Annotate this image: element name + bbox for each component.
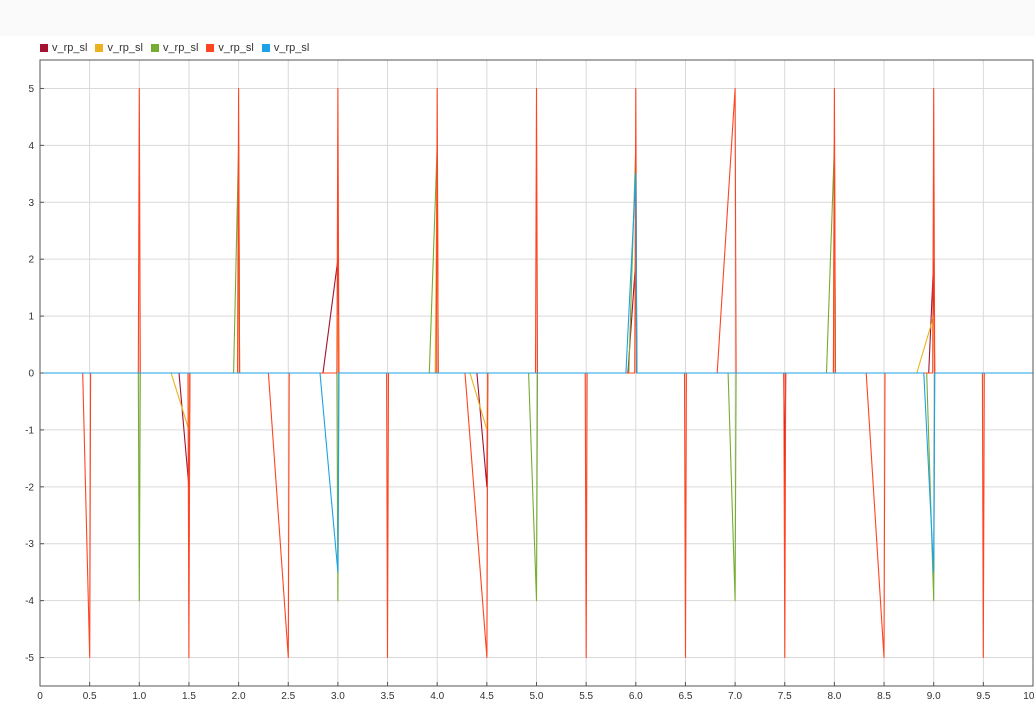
- x-tick-label: 2.5: [281, 691, 295, 702]
- x-tick-label: 8.5: [877, 691, 891, 702]
- toolbar-strip: [0, 0, 1035, 36]
- y-axis-ticks: 5 4 3 2 1 0 -1 -2 -3 -4 -5: [25, 84, 44, 664]
- legend-label: v_rp_sl: [273, 42, 310, 54]
- x-tick-label: 9.5: [976, 691, 990, 702]
- x-tick-label: 3.5: [381, 691, 395, 702]
- legend-item[interactable]: v_rp_sl: [95, 42, 143, 54]
- legend-swatch: [95, 44, 104, 52]
- y-tick-label: 1: [28, 312, 34, 323]
- y-tick-label: -3: [25, 539, 34, 550]
- legend-item[interactable]: v_rp_sl: [150, 42, 199, 54]
- x-tick-label: 6.0: [629, 691, 643, 702]
- y-tick-label: -1: [25, 425, 34, 436]
- x-tick-label: 4.0: [430, 691, 444, 702]
- y-tick-label: 0: [28, 369, 34, 380]
- x-tick-label: 1.5: [182, 691, 196, 702]
- legend-swatch: [206, 44, 215, 52]
- legend-item[interactable]: v_rp_sl: [206, 42, 254, 54]
- x-axis-ticks: 0 0.5 1.0 1.5 2.0 2.5 3.0 3.5 4.0 4.5 5.0 5.5 6.0 6.5…: [37, 682, 1035, 702]
- x-tick-label: 5.0: [530, 691, 544, 702]
- legend-label: v_rp_sl: [218, 42, 254, 54]
- legend-label: v_rp_sl: [107, 42, 143, 54]
- chart-legend: v_rp_sl v_rp_sl v_rp_sl v_rp_sl v_rp_sl: [40, 41, 317, 55]
- x-tick-label: 8.0: [827, 691, 841, 702]
- y-tick-label: -5: [25, 653, 34, 664]
- x-tick-label: 10.0: [1023, 691, 1035, 702]
- legend-swatch: [40, 44, 48, 52]
- x-tick-label: 0.5: [83, 691, 97, 702]
- x-tick-label: 7.5: [778, 691, 792, 702]
- x-tick-label: 7.0: [728, 691, 742, 702]
- x-tick-label: 1.0: [132, 691, 146, 702]
- x-tick-label: 6.5: [678, 691, 692, 702]
- legend-item[interactable]: v_rp_sl: [261, 42, 310, 54]
- chart-series: [40, 87, 1033, 659]
- x-tick-label: 5.5: [579, 691, 593, 702]
- legend-swatch: [261, 44, 270, 52]
- y-tick-label: 4: [28, 141, 34, 152]
- legend-item[interactable]: v_rp_sl: [40, 42, 87, 54]
- y-tick-label: 3: [28, 198, 34, 209]
- y-tick-label: 5: [28, 84, 34, 95]
- x-tick-label: 9.0: [927, 691, 941, 702]
- x-tick-label: 3.0: [331, 691, 345, 702]
- y-tick-label: -4: [25, 596, 34, 607]
- x-tick-label: 2.0: [232, 691, 246, 702]
- y-tick-label: -2: [25, 482, 34, 493]
- x-tick-label: 4.5: [480, 691, 494, 702]
- legend-label: v_rp_sl: [162, 42, 199, 54]
- x-tick-label: 0: [37, 691, 43, 702]
- legend-label: v_rp_sl: [52, 42, 88, 54]
- y-tick-label: 2: [28, 255, 34, 266]
- series-line: [40, 173, 1033, 573]
- legend-swatch: [150, 44, 159, 52]
